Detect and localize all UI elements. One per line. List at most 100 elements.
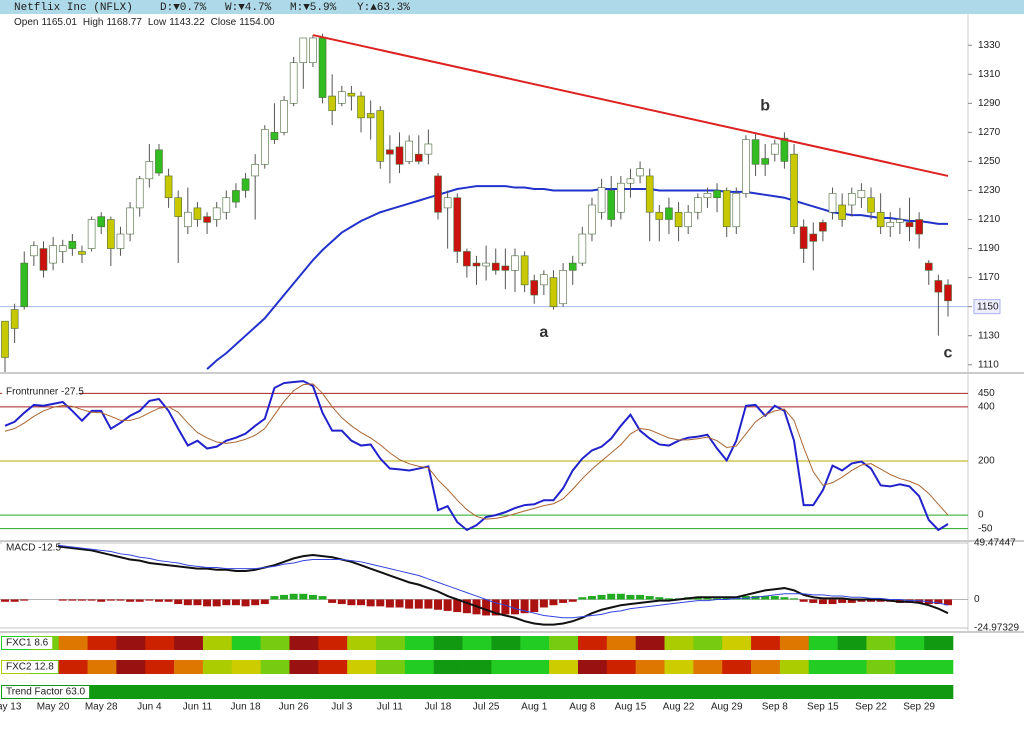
histogram-bar <box>501 599 510 615</box>
heat-cell <box>462 636 492 650</box>
candle-body <box>135 178 144 209</box>
heat-cell <box>145 636 175 650</box>
info-label: Open <box>14 17 38 28</box>
candle-body <box>453 197 462 252</box>
candle-body <box>867 197 875 213</box>
x-tick-label: Sep 15 <box>807 702 839 713</box>
histogram-bar <box>414 599 423 609</box>
candle-body <box>665 207 673 220</box>
heat-cell <box>693 636 723 650</box>
histogram-bar <box>607 593 616 600</box>
heat-cell <box>606 660 636 674</box>
histogram-bar <box>549 599 558 606</box>
histogram-bar <box>780 597 789 600</box>
heat-cell <box>289 636 319 650</box>
histogram-bar <box>270 596 279 600</box>
candle-body <box>366 113 375 119</box>
candle-body <box>501 265 510 271</box>
info-label: High <box>83 17 104 28</box>
candle-body <box>241 178 250 191</box>
histogram-bar <box>68 599 77 601</box>
x-tick-label: Jun 26 <box>279 702 309 713</box>
y-tick-label: 1330 <box>978 40 1001 51</box>
histogram-bar <box>761 596 770 600</box>
heat-cell <box>87 636 117 650</box>
strip-title: FXC1 8.6 <box>6 638 49 649</box>
heat-cell <box>664 660 694 674</box>
y-tick-label: 1170 <box>978 272 1000 283</box>
heat-cell <box>664 636 694 650</box>
candle-body <box>107 219 115 249</box>
oscillator-line <box>4 383 949 520</box>
histogram-bar <box>385 599 394 608</box>
candle-body <box>309 37 317 63</box>
histogram-bar <box>424 599 433 609</box>
heat-cell <box>520 660 550 674</box>
histogram-bar <box>809 599 818 603</box>
histogram-bar <box>106 599 115 601</box>
candle-body <box>742 139 750 194</box>
histogram-bar <box>664 598 673 600</box>
change-month: M:▼5.9% <box>290 2 337 14</box>
heat-cell <box>520 636 550 650</box>
candle-body <box>770 143 779 155</box>
histogram-bar <box>1 599 9 602</box>
candle-body <box>174 197 183 217</box>
candle-body <box>713 190 721 199</box>
heat-cell <box>808 660 838 674</box>
histogram-bar <box>337 599 346 605</box>
candle-body <box>626 178 635 184</box>
candle-body <box>184 211 192 228</box>
heat-cell <box>58 636 88 650</box>
heat-cell <box>260 636 290 650</box>
histogram-bar <box>847 599 856 603</box>
heat-cell <box>116 660 146 674</box>
histogram-bar <box>616 593 625 600</box>
histogram-bar <box>693 597 702 600</box>
histogram-bar <box>366 599 375 607</box>
candle-body <box>790 153 798 228</box>
histogram-bar <box>260 599 269 605</box>
candle-body <box>251 164 259 177</box>
heat-cell <box>87 660 117 674</box>
candle-body <box>530 280 539 296</box>
x-tick-label: Aug 22 <box>663 702 695 713</box>
heat-cell <box>895 660 925 674</box>
candle-body <box>568 262 577 271</box>
candle-body <box>588 204 596 235</box>
histogram-bar <box>867 599 876 602</box>
candle-body <box>443 197 452 209</box>
annotation: c <box>944 344 953 361</box>
heat-cell <box>924 636 954 650</box>
y-tick-label: 1290 <box>978 98 1001 109</box>
candle-body <box>520 255 529 286</box>
y-tick-label: 1250 <box>978 156 1001 167</box>
heat-cell <box>895 636 925 650</box>
info-value: 1143.22 <box>169 17 205 28</box>
histogram-bar <box>713 598 722 600</box>
candle-body <box>289 62 298 104</box>
candle-body <box>97 216 106 228</box>
candle-body <box>838 204 846 220</box>
candle-body <box>819 222 827 232</box>
x-tick-label: Jul 25 <box>473 702 500 713</box>
x-tick-label: Jun 11 <box>183 702 213 713</box>
histogram-bar <box>482 599 491 616</box>
y-tick-label: 0 <box>974 594 980 605</box>
candle-body <box>905 222 914 228</box>
histogram-bar <box>289 593 298 600</box>
x-tick-label: Jul 11 <box>377 702 403 713</box>
heat-cell <box>549 636 579 650</box>
heat-cell <box>779 660 810 674</box>
histogram-bar <box>626 594 635 600</box>
candle-body <box>261 129 269 165</box>
x-tick-label: May 20 <box>37 702 70 713</box>
candle-body <box>694 197 702 213</box>
histogram-bar <box>174 599 183 605</box>
heat-cell <box>866 636 896 650</box>
trend-line <box>312 34 949 177</box>
panel-title-bg <box>2 385 80 398</box>
histogram-bar <box>222 599 231 606</box>
candle-body <box>799 226 808 249</box>
histogram-bar <box>135 599 144 602</box>
